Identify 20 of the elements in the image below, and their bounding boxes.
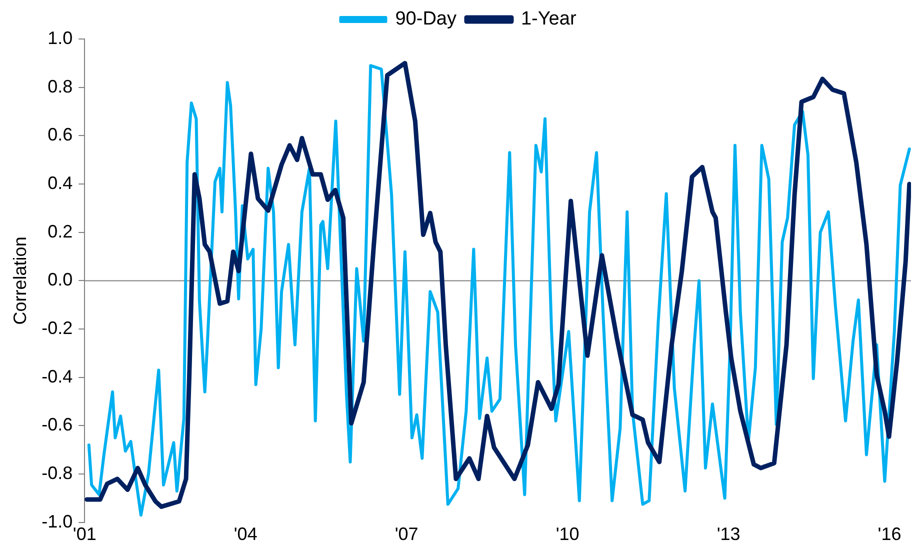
y-tick-label: -1.0 bbox=[42, 511, 73, 532]
x-tick-label: '07 bbox=[394, 524, 418, 544]
y-tick-label: 0.8 bbox=[48, 76, 73, 96]
y-tick-label: 0.4 bbox=[48, 172, 73, 193]
y-tick-label: -0.6 bbox=[42, 414, 73, 435]
x-tick-label: '01 bbox=[72, 524, 96, 544]
y-tick-label: -0.4 bbox=[42, 366, 73, 386]
y-tick-label: 0.2 bbox=[48, 221, 73, 242]
legend-label: 90-Day bbox=[395, 8, 457, 30]
x-tick-label: '10 bbox=[556, 524, 580, 544]
y-tick-label: 1.0 bbox=[48, 28, 73, 48]
y-tick-label: -0.2 bbox=[42, 318, 73, 338]
y-axis-title: Correlation bbox=[10, 236, 30, 325]
x-tick-label: '13 bbox=[716, 524, 740, 544]
legend-label: 1-Year bbox=[520, 8, 577, 30]
y-tick-label: 0.6 bbox=[48, 124, 73, 145]
x-tick-label: '16 bbox=[878, 524, 902, 544]
y-tick-label: 0.0 bbox=[48, 270, 73, 290]
x-tick-label: '04 bbox=[234, 524, 258, 544]
y-tick-label: -0.8 bbox=[42, 463, 73, 484]
